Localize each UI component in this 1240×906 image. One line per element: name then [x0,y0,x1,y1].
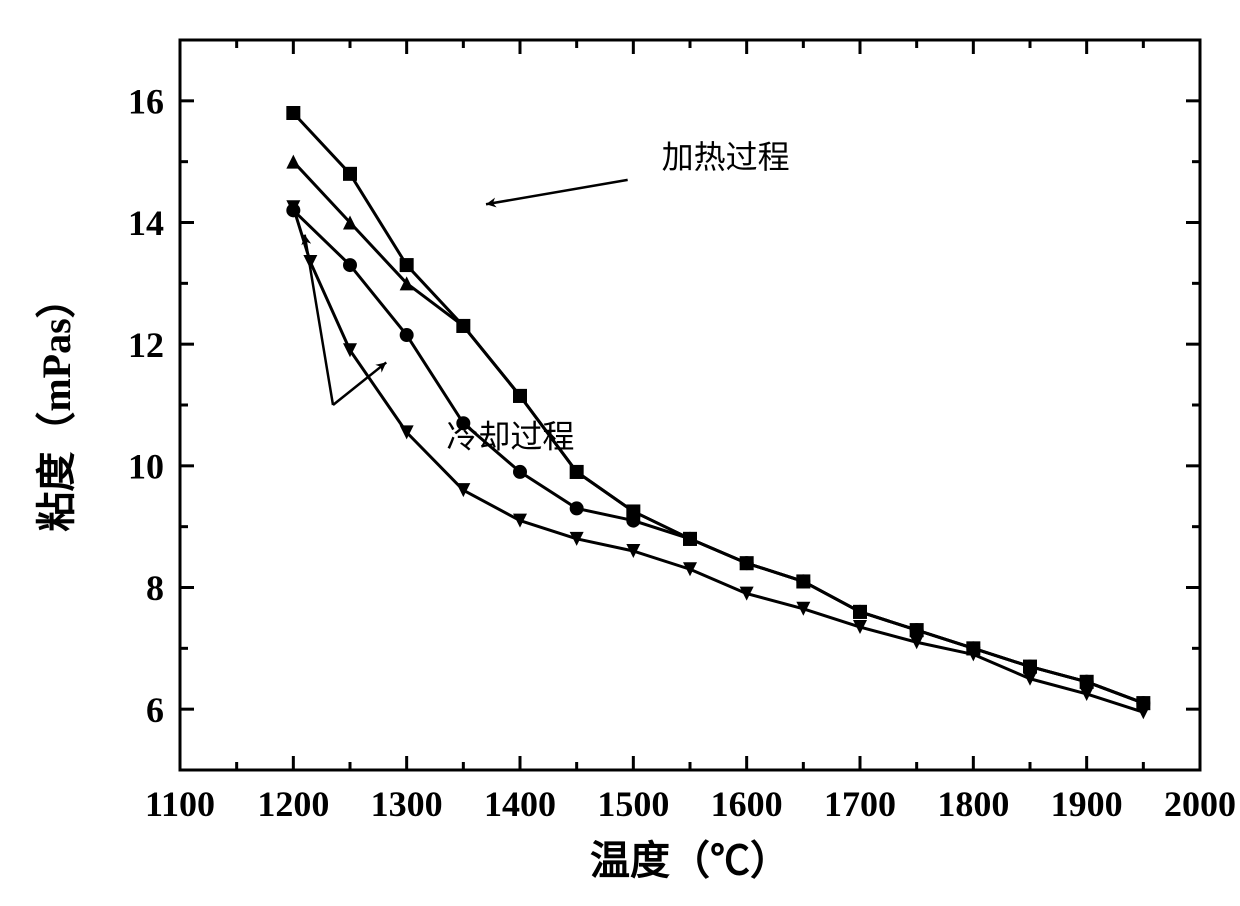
x-tick-label: 1600 [711,784,783,824]
y-axis-label: 粘度（mPas） [34,278,79,531]
y-tick-label: 12 [128,325,164,365]
x-tick-label: 1100 [145,784,215,824]
x-tick-label: 1900 [1051,784,1123,824]
viscosity-chart: 1100 1200 1300 1400 1500 1600 1700 1800 1900 2000… [0,0,1240,906]
x-tick-label: 1200 [257,784,329,824]
x-tick-label: 1700 [824,784,896,824]
y-tick-label: 14 [128,203,164,243]
x-tick-label: 1400 [484,784,556,824]
cooling-label: 冷却过程 [446,419,574,455]
x-tick-label: 1300 [371,784,443,824]
y-tick-label: 16 [128,81,164,121]
y-tick-label: 10 [128,446,164,486]
x-tick-label: 2000 [1164,784,1236,824]
y-tick-label: 6 [146,690,164,730]
x-tick-label: 1500 [597,784,669,824]
heating-label: 加热过程 [662,139,790,175]
chart-svg: 1100 1200 1300 1400 1500 1600 1700 1800 1900 2000… [0,0,1240,906]
x-tick-label: 1800 [937,784,1009,824]
y-tick-label: 8 [146,568,164,608]
x-axis-label: 温度（℃） [590,838,790,883]
